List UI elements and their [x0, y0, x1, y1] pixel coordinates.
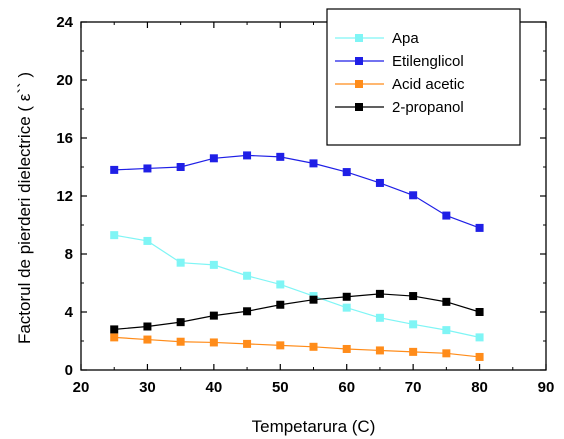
data-point-acid-acetic — [309, 342, 318, 351]
data-point-2-propanol — [276, 300, 285, 309]
x-tick-label: 40 — [206, 379, 223, 396]
y-tick-label: 12 — [56, 188, 73, 205]
legend-marker-acid-acetic — [355, 80, 363, 88]
legend-marker-apa — [355, 34, 363, 42]
legend-label-etilenglicol: Etilenglicol — [392, 53, 464, 70]
data-point-etilenglicol — [442, 211, 451, 220]
legend-label-acid-acetic: Acid acetic — [392, 76, 465, 93]
data-point-2-propanol — [209, 311, 218, 320]
legend-box — [326, 8, 521, 146]
data-point-etilenglicol — [176, 163, 185, 171]
data-point-acid-acetic — [276, 341, 285, 350]
legend-label-2-propanol: 2-propanol — [392, 99, 464, 116]
data-point-2-propanol — [342, 292, 351, 301]
y-axis-label: Factorul de pierderi dielectrice ( ε`` ) — [15, 72, 34, 344]
series-layer — [110, 151, 484, 361]
data-point-apa — [342, 303, 351, 312]
data-point-apa — [475, 333, 484, 342]
y-tick-label: 0 — [65, 362, 73, 379]
data-point-apa — [375, 313, 384, 322]
series-line-etilenglicol — [114, 154, 480, 229]
data-point-acid-acetic — [342, 344, 351, 353]
data-point-etilenglicol — [475, 223, 484, 232]
data-point-2-propanol — [176, 318, 185, 327]
data-point-etilenglicol — [209, 154, 218, 163]
data-point-etilenglicol — [309, 159, 318, 168]
data-point-acid-acetic — [475, 352, 484, 361]
legend-label-apa: Apa — [392, 30, 419, 47]
x-tick-label: 20 — [73, 379, 90, 396]
y-tick-label: 16 — [56, 130, 73, 147]
data-point-etilenglicol — [143, 164, 152, 173]
data-point-2-propanol — [409, 292, 418, 301]
x-tick-label: 90 — [538, 379, 555, 396]
data-point-acid-acetic — [176, 337, 185, 346]
data-point-2-propanol — [375, 289, 384, 298]
data-point-acid-acetic — [442, 349, 451, 358]
series-line-acid-acetic — [114, 336, 480, 358]
data-point-etilenglicol — [243, 151, 252, 160]
data-point-apa — [110, 231, 119, 240]
data-point-etilenglicol — [375, 178, 384, 187]
data-point-apa — [442, 326, 451, 335]
series-line-2-propanol — [114, 293, 480, 330]
data-point-acid-acetic — [110, 333, 119, 342]
data-point-2-propanol — [309, 295, 318, 304]
y-tick-label: 4 — [65, 304, 74, 321]
data-point-acid-acetic — [375, 346, 384, 355]
data-point-apa — [143, 236, 152, 245]
data-point-2-propanol — [110, 325, 119, 334]
data-point-apa — [243, 271, 252, 280]
x-tick-label: 60 — [338, 379, 355, 396]
data-point-etilenglicol — [276, 152, 285, 161]
data-point-acid-acetic — [143, 335, 152, 344]
legend-marker-etilenglicol — [355, 57, 363, 65]
data-point-2-propanol — [442, 297, 451, 306]
data-point-apa — [276, 280, 285, 289]
y-tick-label: 8 — [65, 246, 73, 263]
x-tick-label: 30 — [139, 379, 156, 396]
legend: Apa Etilenglicol Acid acetic 2-propanol — [326, 8, 521, 146]
y-tick-label: 24 — [56, 14, 73, 31]
data-point-2-propanol — [475, 308, 484, 316]
x-tick-label: 50 — [272, 379, 289, 396]
data-point-2-propanol — [243, 307, 252, 316]
data-point-acid-acetic — [409, 347, 418, 356]
series-line-apa — [114, 234, 480, 338]
x-tick-label: 80 — [471, 379, 488, 396]
data-point-acid-acetic — [243, 339, 252, 348]
y-tick-label: 20 — [56, 72, 73, 89]
data-point-etilenglicol — [342, 168, 351, 177]
data-point-etilenglicol — [110, 165, 119, 174]
axes: 20 30 40 50 60 70 80 90 0 4 8 12 16 20 24 — [56, 14, 554, 396]
legend-marker-2-propanol — [355, 103, 363, 111]
x-tick-label: 70 — [405, 379, 422, 396]
data-point-etilenglicol — [409, 191, 418, 200]
data-point-apa — [176, 258, 185, 267]
data-point-2-propanol — [143, 322, 152, 331]
data-point-apa — [409, 320, 418, 329]
x-axis-label: Tempetarura (C) — [252, 417, 376, 436]
data-point-apa — [209, 260, 218, 269]
data-point-acid-acetic — [209, 338, 218, 347]
